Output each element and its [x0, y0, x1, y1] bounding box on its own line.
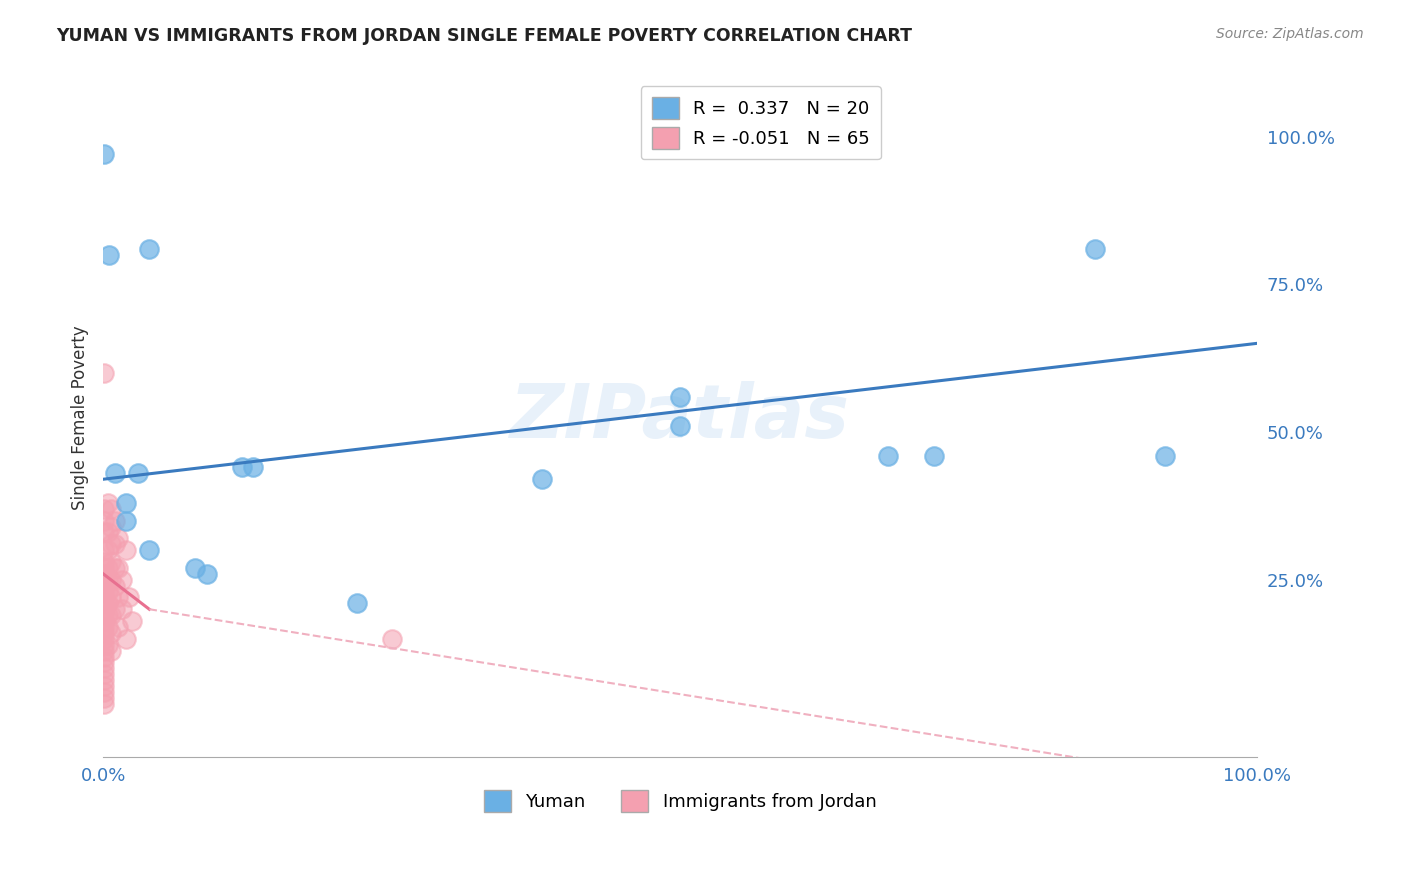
Point [93, 697, 115, 711]
Point [97, 608, 120, 623]
Point [669, 419, 692, 434]
Point [93, 608, 115, 623]
Point [93, 625, 115, 640]
Point [530, 472, 553, 486]
Point [93, 638, 115, 652]
Point [93, 649, 115, 664]
Point [100, 591, 122, 605]
Point [93, 667, 115, 681]
Text: ZIPatlas: ZIPatlas [510, 381, 851, 454]
Point [104, 467, 127, 481]
Point [115, 496, 138, 510]
Point [93, 573, 115, 587]
Point [93, 620, 115, 634]
Point [97, 573, 120, 587]
Text: YUMAN VS IMMIGRANTS FROM JORDAN SINGLE FEMALE POVERTY CORRELATION CHART: YUMAN VS IMMIGRANTS FROM JORDAN SINGLE F… [56, 27, 912, 45]
Point [104, 579, 127, 593]
Point [97, 596, 120, 610]
Point [100, 625, 122, 640]
Point [93, 591, 115, 605]
Point [100, 501, 122, 516]
Point [138, 242, 160, 256]
Point [104, 602, 127, 616]
Point [93, 543, 115, 558]
Point [93, 501, 115, 516]
Point [97, 248, 120, 262]
Point [97, 496, 120, 510]
Point [93, 579, 115, 593]
Point [669, 390, 692, 404]
Point [93, 673, 115, 687]
Point [97, 584, 120, 599]
Point [346, 596, 368, 610]
Point [100, 555, 122, 569]
Point [93, 614, 115, 628]
Point [97, 638, 120, 652]
Point [115, 543, 138, 558]
Legend: Yuman, Immigrants from Jordan: Yuman, Immigrants from Jordan [472, 779, 887, 822]
Point [104, 561, 127, 575]
Point [110, 602, 132, 616]
Point [100, 608, 122, 623]
Point [100, 643, 122, 657]
Point [104, 514, 127, 528]
Point [381, 632, 404, 646]
Point [93, 366, 115, 380]
Point [97, 543, 120, 558]
Point [115, 632, 138, 646]
Point [104, 537, 127, 551]
Point [195, 566, 218, 581]
Point [93, 147, 115, 161]
Point [100, 573, 122, 587]
Point [93, 643, 115, 657]
Point [922, 449, 945, 463]
Point [121, 614, 143, 628]
Point [107, 620, 129, 634]
Point [93, 632, 115, 646]
Point [93, 525, 115, 540]
Point [93, 685, 115, 699]
Point [876, 449, 898, 463]
Point [93, 514, 115, 528]
Point [1153, 449, 1175, 463]
Point [107, 561, 129, 575]
Point [93, 690, 115, 705]
Point [127, 467, 149, 481]
Y-axis label: Single Female Poverty: Single Female Poverty [72, 325, 89, 509]
Point [93, 584, 115, 599]
Point [184, 561, 207, 575]
Point [117, 591, 139, 605]
Point [138, 543, 160, 558]
Point [93, 656, 115, 670]
Point [107, 591, 129, 605]
Point [93, 555, 115, 569]
Point [100, 519, 122, 533]
Point [115, 514, 138, 528]
Point [93, 561, 115, 575]
Point [93, 679, 115, 693]
Point [107, 532, 129, 546]
Point [93, 602, 115, 616]
Point [97, 561, 120, 575]
Point [93, 566, 115, 581]
Point [97, 525, 120, 540]
Point [231, 460, 253, 475]
Point [100, 537, 122, 551]
Text: Source: ZipAtlas.com: Source: ZipAtlas.com [1216, 27, 1364, 41]
Point [93, 661, 115, 675]
Point [97, 620, 120, 634]
Point [110, 573, 132, 587]
Point [93, 596, 115, 610]
Point [242, 460, 264, 475]
Point [1084, 242, 1107, 256]
